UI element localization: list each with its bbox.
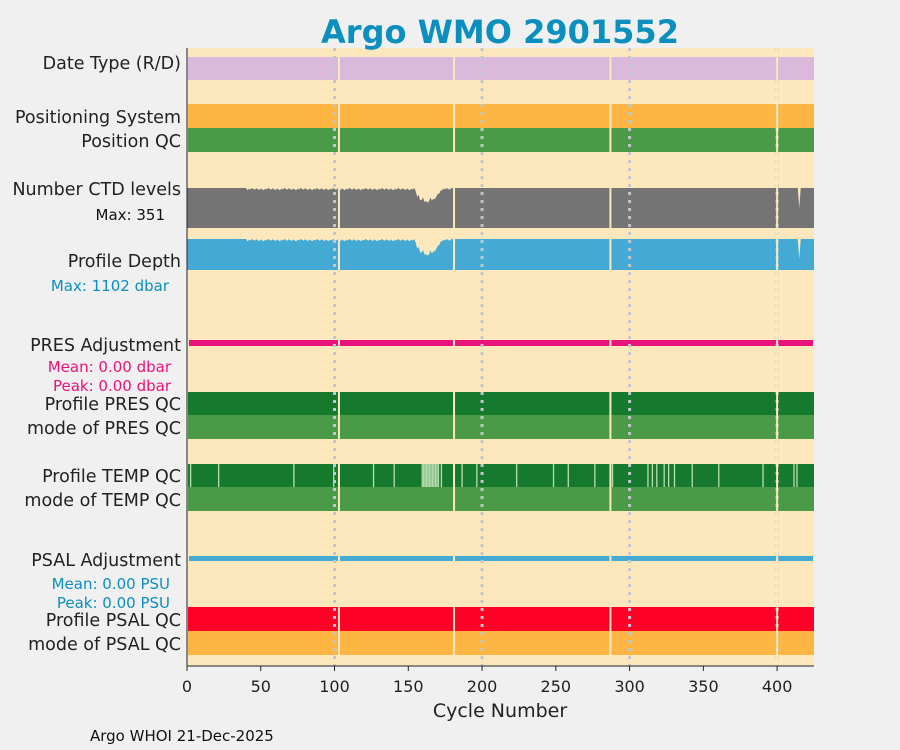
label-profile-temp-qc: Profile TEMP QC <box>42 467 181 487</box>
label-mode-temp-qc: mode of TEMP QC <box>24 491 181 511</box>
x-tick-label-250: 250 <box>541 677 572 696</box>
label-positioning-system: Positioning System <box>15 108 181 128</box>
temp-qc-flag-72 <box>293 464 295 487</box>
x-tick-label-350: 350 <box>688 677 719 696</box>
x-tick-label-50: 50 <box>251 677 271 696</box>
temp-qc-flag-330 <box>673 464 676 487</box>
x-tick-label-300: 300 <box>614 677 645 696</box>
x-axis: 0 50 100 150 200 250 300 350 400 <box>182 666 792 696</box>
chart-title: Argo WMO 2901552 <box>321 13 679 51</box>
temp-qc-flag-411 <box>793 464 795 487</box>
temp-qc-flag-258 <box>567 464 569 487</box>
note-pres-peak: Peak: 0.00 dbar <box>53 377 172 395</box>
temp-qc-flag-169 <box>436 464 438 487</box>
footer-credit: Argo WHOI 21-Dec-2025 <box>90 727 274 745</box>
temp-qc-flag-165 <box>430 464 432 487</box>
temp-qc-flag-323 <box>663 464 665 487</box>
temp-qc-flag-170 <box>437 464 440 487</box>
bands-layer <box>187 57 814 655</box>
band-psal-qc <box>188 607 814 631</box>
profile-profile-depth <box>187 239 814 270</box>
temp-qc-flag-186 <box>461 464 463 487</box>
band-temp-qc <box>188 464 814 487</box>
gaps-layer <box>337 48 779 666</box>
label-date-type: Date Type (R/D) <box>43 54 181 74</box>
temp-qc-flag-162 <box>425 464 428 487</box>
temp-qc-flag-276 <box>594 464 596 487</box>
temp-qc-flag-2 <box>189 464 192 487</box>
x-tick-label-200: 200 <box>467 677 498 696</box>
temp-qc-flag-168 <box>434 464 437 487</box>
temp-qc-flag-315 <box>651 464 654 487</box>
label-mode-psal-qc: mode of PSAL QC <box>28 635 181 655</box>
temp-qc-flag-360 <box>718 464 720 487</box>
label-pres-adjustment: PRES Adjustment <box>30 336 181 356</box>
temp-qc-flag-196 <box>476 464 478 487</box>
band-pres-mode <box>188 415 814 439</box>
temp-qc-flag-99 <box>333 464 335 487</box>
x-tick-label-100: 100 <box>319 677 350 696</box>
band-positioning <box>188 104 814 128</box>
note-psal-mean: Mean: 0.00 PSU <box>52 575 170 593</box>
band-psal-mode <box>188 631 814 655</box>
temp-qc-flag-21 <box>217 464 220 487</box>
note-psal-peak: Peak: 0.00 PSU <box>57 594 170 612</box>
temp-qc-flag-159 <box>421 464 423 487</box>
label-profile-psal-qc: Profile PSAL QC <box>46 611 181 631</box>
label-profile-depth: Profile Depth <box>68 252 181 272</box>
pres-adjustment-line <box>189 340 813 346</box>
temp-qc-flag-248 <box>552 464 555 487</box>
temp-qc-flag-160 <box>423 464 425 487</box>
temp-qc-flag-390 <box>762 464 764 487</box>
temp-qc-flag-342 <box>691 464 693 487</box>
x-axis-label: Cycle Number <box>433 700 567 722</box>
note-pres-mean: Mean: 0.00 dbar <box>48 358 172 376</box>
note-ctd-max: Max: 351 <box>96 206 165 224</box>
band-pres-qc <box>188 392 814 415</box>
label-number-ctd-levels: Number CTD levels <box>12 180 181 200</box>
x-tick-label-150: 150 <box>393 677 424 696</box>
temp-qc-flag-312 <box>647 464 649 487</box>
temp-qc-flag-223 <box>515 464 518 487</box>
temp-qc-flag-172 <box>440 464 443 487</box>
temp-qc-flag-413 <box>796 464 798 487</box>
psal-adjustment-line <box>189 556 813 561</box>
temp-qc-flag-288 <box>611 464 614 487</box>
x-tick-label-0: 0 <box>182 677 192 696</box>
band-temp-mode <box>188 487 814 511</box>
temp-qc-flag-161 <box>424 464 426 487</box>
label-psal-adjustment: PSAL Adjustment <box>31 551 181 571</box>
profile-ctd-levels <box>187 188 814 228</box>
band-date-type <box>188 57 814 80</box>
label-position-qc: Position QC <box>81 132 181 152</box>
note-depth-max: Max: 1102 dbar <box>51 277 170 295</box>
temp-qc-flag-164 <box>428 464 431 487</box>
temp-qc-flag-167 <box>433 464 435 487</box>
temp-qc-flag-326 <box>667 464 670 487</box>
temp-qc-flag-318 <box>656 464 658 487</box>
temp-qc-flag-166 <box>431 464 434 487</box>
label-profile-pres-qc: Profile PRES QC <box>45 395 181 415</box>
x-tick-label-400: 400 <box>762 677 793 696</box>
temp-qc-flag-163 <box>427 464 429 487</box>
temp-qc-flag-126 <box>372 464 375 487</box>
band-position-qc <box>188 128 814 152</box>
temp-qc-flag-140 <box>393 464 395 487</box>
label-mode-pres-qc: mode of PRES QC <box>27 419 181 439</box>
